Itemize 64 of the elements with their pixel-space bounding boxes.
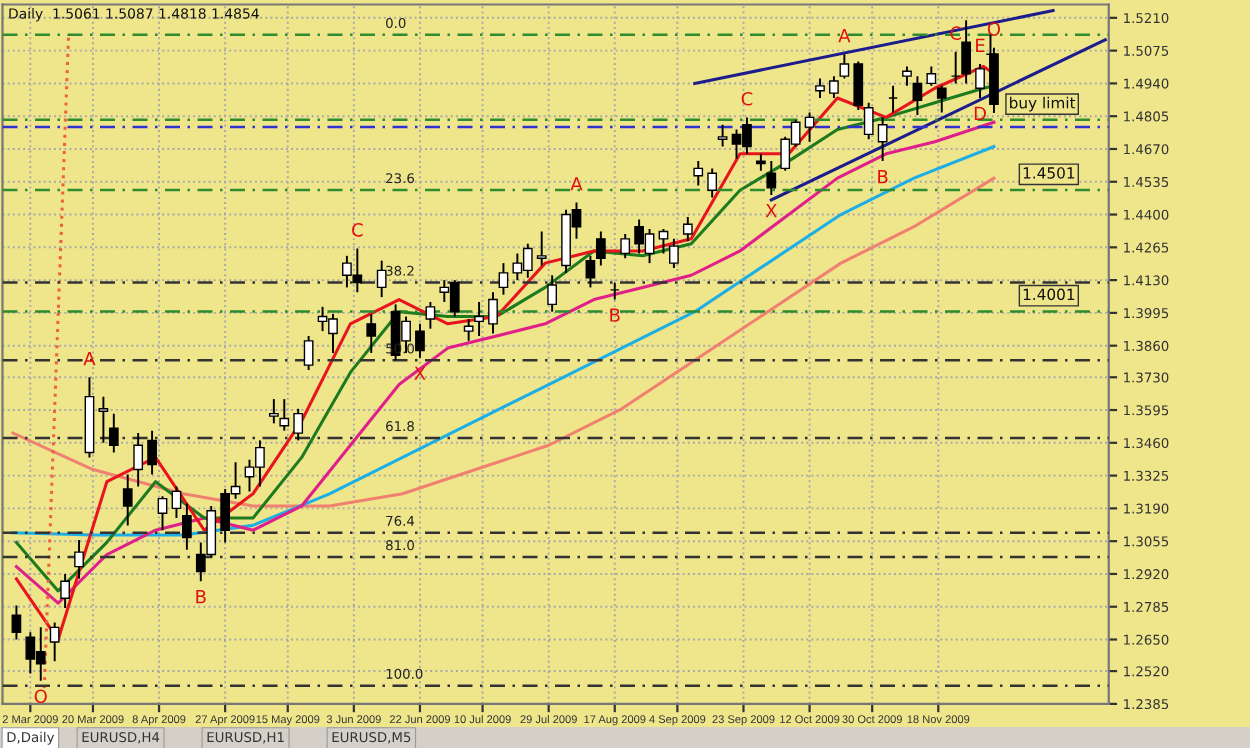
candlestick [717, 123, 728, 148]
candlestick [839, 53, 850, 80]
candlestick [669, 237, 679, 269]
annotation: C [950, 26, 962, 41]
candlestick [425, 301, 436, 330]
candlestick [547, 274, 558, 313]
annotation: C [352, 223, 363, 237]
annotation: B [610, 308, 620, 322]
candlestick [766, 160, 777, 197]
candlestick [279, 398, 290, 432]
annotation: C [741, 91, 753, 106]
candlestick [829, 75, 839, 99]
candlestick [536, 230, 547, 267]
annotation: O [987, 22, 1001, 36]
candlestick [11, 604, 22, 641]
candlestick [60, 572, 70, 609]
candlestick [620, 233, 631, 260]
candlestick [707, 167, 718, 199]
candlestick [693, 160, 704, 187]
candlestick [303, 334, 314, 371]
candlestick [98, 395, 109, 444]
candlestick [498, 262, 509, 296]
candlestick [658, 228, 669, 255]
candlestick [682, 216, 693, 243]
annotation: X [414, 366, 426, 380]
annotation: E [976, 38, 985, 52]
candlestick [975, 63, 985, 99]
candlestick [293, 407, 304, 442]
candlestick [157, 495, 168, 532]
candlestick [268, 398, 279, 425]
candlestick [122, 473, 133, 527]
candlestick [804, 111, 815, 143]
candlestick [961, 19, 971, 85]
candlestick [585, 254, 596, 289]
annotation: A [838, 29, 851, 43]
annotation: B [196, 590, 206, 604]
candlestick [488, 291, 498, 335]
candlestick [474, 301, 484, 337]
candlestick [853, 60, 864, 112]
candlestick [912, 75, 923, 116]
candlestick [877, 116, 888, 163]
candlestick [108, 412, 119, 454]
candlestick [902, 65, 912, 87]
candlestick [366, 313, 377, 354]
annotation: A [570, 177, 583, 191]
candlestick [171, 485, 182, 520]
candlestick [74, 538, 84, 580]
candlestick [133, 432, 144, 488]
candlestick [595, 230, 606, 267]
candlestick [815, 77, 825, 99]
candlestick [376, 259, 387, 299]
annotation: O [34, 689, 47, 704]
annotation: A [83, 352, 96, 366]
candlestick [147, 429, 157, 476]
annotation: D [974, 106, 986, 121]
candlestick [463, 318, 474, 342]
annotation: B [878, 170, 888, 184]
candlestick [863, 101, 874, 141]
candlestick [936, 84, 947, 114]
annotation: X [765, 204, 777, 218]
candlestick [49, 621, 60, 663]
candlestick [926, 65, 937, 87]
candlestick [182, 502, 192, 551]
candlestick [415, 322, 425, 359]
